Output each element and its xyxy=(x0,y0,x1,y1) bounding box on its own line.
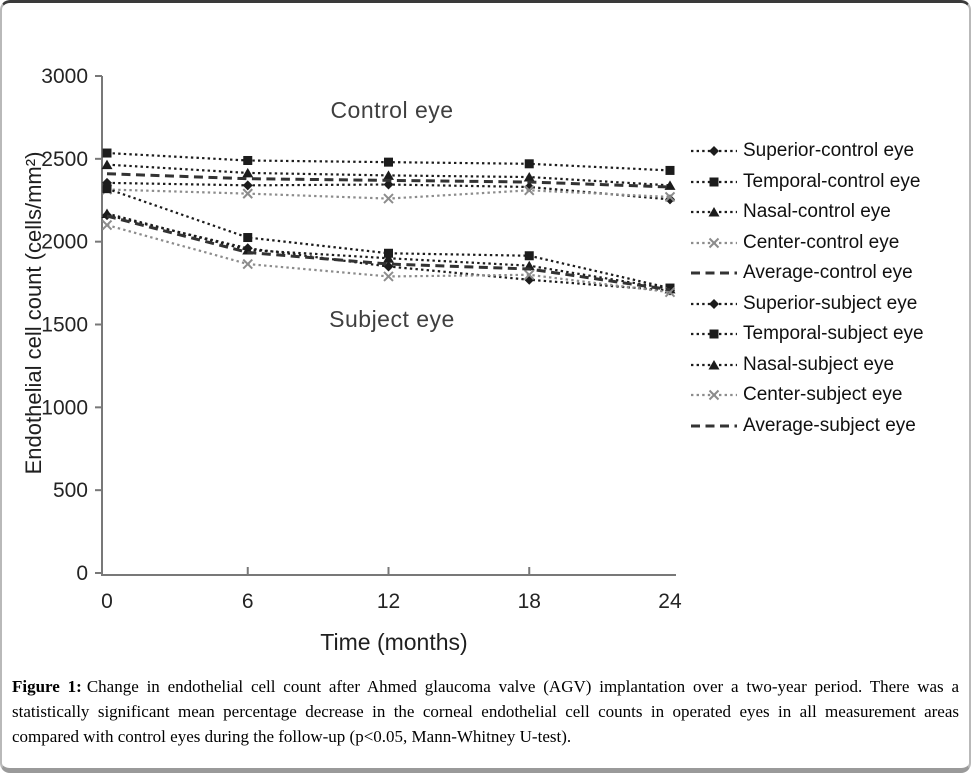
x-marker xyxy=(101,219,113,231)
legend-line-sample xyxy=(691,271,737,275)
square-marker xyxy=(524,251,534,261)
triangle-marker xyxy=(101,159,113,170)
y-axis-label: Endothelial cell count (cells/mm²) xyxy=(21,151,46,475)
series-line xyxy=(106,172,671,189)
square-marker xyxy=(665,165,675,175)
square-marker xyxy=(102,184,112,194)
diamond-marker xyxy=(242,180,253,191)
figure-caption: Figure 1: Change in endothelial cell coun… xyxy=(12,675,959,750)
triangle-marker xyxy=(708,359,720,370)
x-marker xyxy=(383,193,394,204)
triangle-marker xyxy=(664,180,676,190)
legend-line-sample xyxy=(691,359,737,370)
y-tick-label: 2500 xyxy=(41,148,88,171)
square-marker xyxy=(102,148,112,158)
y-tick-label: 0 xyxy=(76,562,88,585)
legend-label: Average-subject eye xyxy=(743,414,916,436)
diamond-marker xyxy=(709,298,719,309)
chart-legend: Superior-control eye Temporal-control eye… xyxy=(690,136,924,441)
triangle-marker xyxy=(242,167,254,178)
y-tick-label: 500 xyxy=(53,479,88,502)
diamond-marker xyxy=(709,146,719,157)
square-marker xyxy=(709,329,719,339)
annotation-subject-eye: Subject eye xyxy=(329,306,455,332)
legend-item: Nasal-control eye xyxy=(690,197,924,228)
line-chart-plot-area: 0 500 1000 1500 2000 2500 3000 0 6 12 18 24 xyxy=(41,65,682,613)
legend-line-sample xyxy=(691,207,737,217)
legend-item: Superior-control eye xyxy=(690,136,924,167)
x-marker xyxy=(524,269,535,281)
legend-item: Center-control eye xyxy=(690,228,924,259)
y-tick-label: 3000 xyxy=(41,65,88,88)
y-tick-label: 1000 xyxy=(41,396,88,419)
legend-item: Nasal-subject eye xyxy=(690,350,924,381)
triangle-marker xyxy=(708,207,720,217)
x-tick-label: 12 xyxy=(377,590,400,613)
legend-label: Superior-subject eye xyxy=(743,292,918,314)
legend-line-sample xyxy=(691,298,737,309)
legend-label: Superior-control eye xyxy=(743,140,915,162)
legend-line-sample xyxy=(691,329,737,339)
legend-item: Temporal-subject eye xyxy=(690,319,924,350)
legend-line-sample xyxy=(691,237,737,248)
legend-item: Superior-subject eye xyxy=(690,289,924,320)
legend-label: Nasal-control eye xyxy=(743,201,891,223)
y-tick-label: 1500 xyxy=(41,314,88,337)
x-marker xyxy=(242,188,253,199)
legend-line-sample xyxy=(691,146,737,157)
annotation-control-eye: Control eye xyxy=(330,97,454,123)
legend-item: Average-control eye xyxy=(690,258,924,289)
square-marker xyxy=(524,159,534,169)
triangle-marker xyxy=(382,253,394,263)
legend-item: Center-subject eye xyxy=(690,380,924,411)
legend-label: Temporal-subject eye xyxy=(743,323,924,345)
legend-label: Center-subject eye xyxy=(743,384,903,406)
legend-label: Temporal-control eye xyxy=(743,170,921,192)
x-axis-label: Time (months) xyxy=(320,629,468,655)
figure-caption-text: Change in endothelial cell count after A… xyxy=(12,677,959,746)
legend-line-sample xyxy=(691,424,737,428)
x-marker xyxy=(242,258,253,270)
x-tick-label: 0 xyxy=(101,590,113,613)
legend-label: Average-control eye xyxy=(743,262,913,284)
legend-line-sample xyxy=(691,390,737,401)
x-marker xyxy=(524,185,535,196)
square-marker xyxy=(243,233,253,243)
legend-line-sample xyxy=(691,177,737,187)
square-marker xyxy=(243,155,253,165)
legend-item: Average-subject eye xyxy=(690,411,924,442)
legend-label: Center-control eye xyxy=(743,231,900,253)
y-tick-label: 2000 xyxy=(41,231,88,254)
legend-item: Temporal-control eye xyxy=(690,167,924,198)
triangle-marker xyxy=(382,170,394,180)
square-marker xyxy=(709,177,719,187)
square-marker xyxy=(383,157,393,167)
x-tick-label: 6 xyxy=(242,590,254,613)
x-tick-label: 18 xyxy=(518,590,541,613)
triangle-marker xyxy=(523,172,535,182)
x-marker xyxy=(708,237,720,248)
x-marker xyxy=(664,286,676,298)
x-tick-label: 24 xyxy=(658,590,682,613)
x-marker xyxy=(708,390,720,401)
x-marker xyxy=(383,271,394,282)
diamond-marker xyxy=(383,179,394,190)
x-marker xyxy=(664,191,676,203)
figure-caption-label: Figure 1: xyxy=(12,677,82,696)
legend-label: Nasal-subject eye xyxy=(743,353,895,375)
